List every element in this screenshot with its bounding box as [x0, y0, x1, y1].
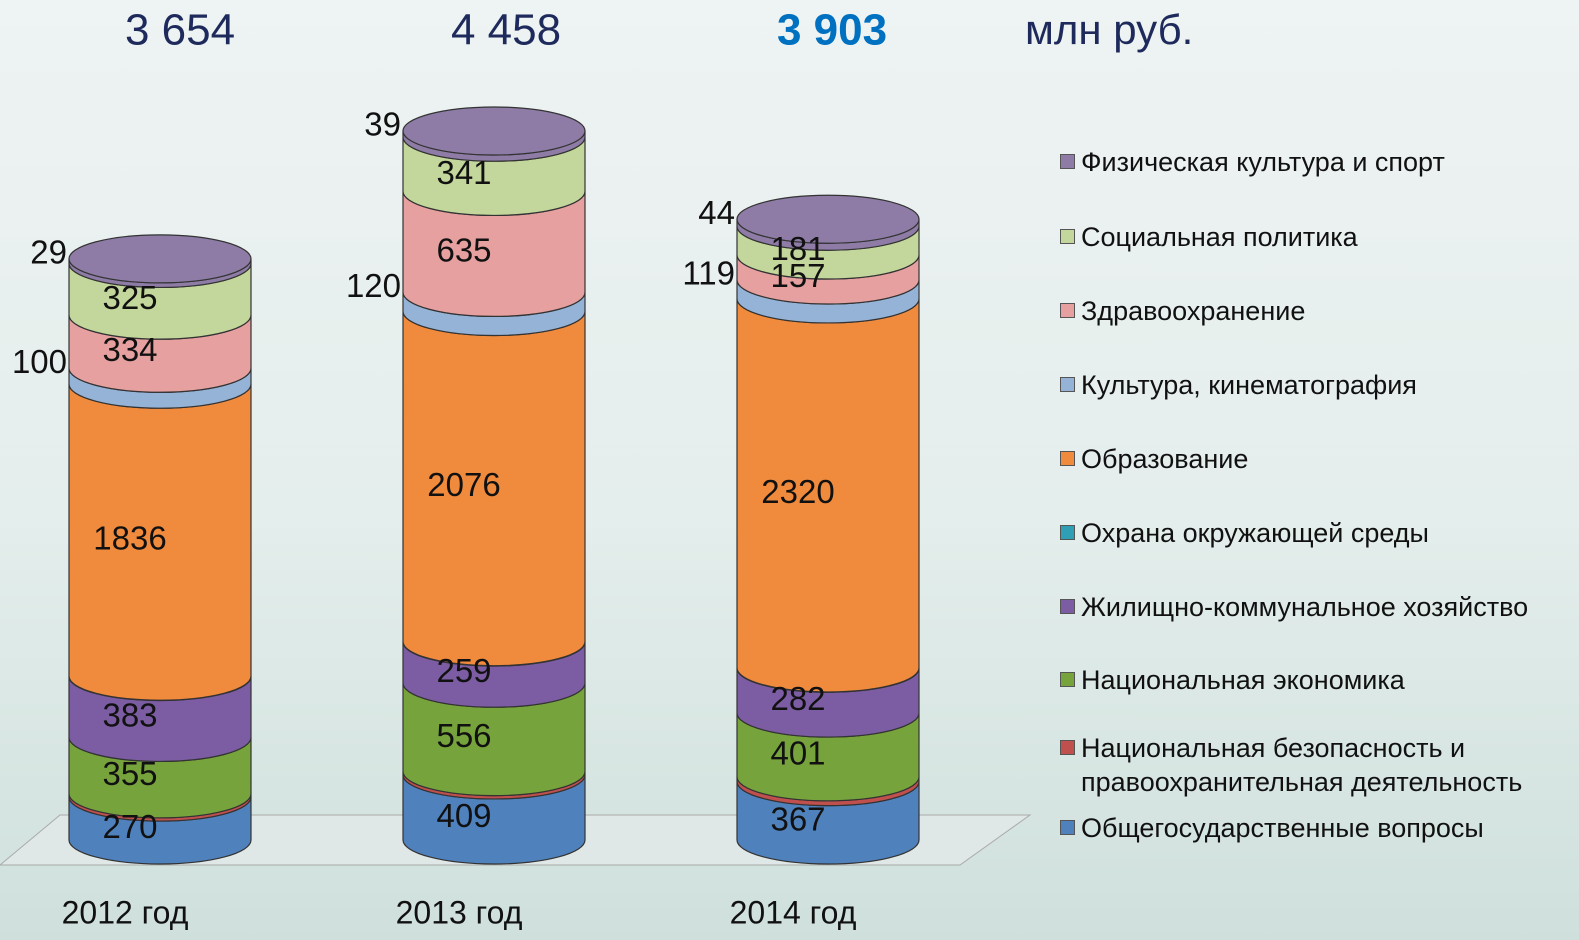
legend-label: Здравоохранение — [1081, 296, 1306, 326]
data-label: 635 — [436, 231, 491, 268]
legend-item: Физическая культура и спорт — [1060, 145, 1570, 179]
data-label: 355 — [102, 755, 157, 792]
legend-swatch — [1060, 229, 1075, 244]
legend-swatch — [1060, 525, 1075, 540]
cylinder-top — [68, 234, 252, 284]
legend-swatch — [1060, 672, 1075, 687]
data-label: 383 — [102, 696, 157, 733]
data-label: 120 — [346, 267, 401, 304]
legend-swatch — [1060, 451, 1075, 466]
x-tick-label: 2012 год — [62, 894, 189, 930]
legend-swatch — [1060, 154, 1075, 169]
data-label: 2076 — [427, 466, 500, 503]
unit-label: млн руб. — [1025, 6, 1193, 53]
data-label: 367 — [770, 800, 825, 837]
legend-swatch — [1060, 377, 1075, 392]
data-label: 39 — [364, 106, 401, 143]
data-label: 1836 — [93, 520, 166, 557]
data-label: 270 — [102, 808, 157, 845]
legend-swatch — [1060, 740, 1075, 755]
data-label: 100 — [12, 343, 67, 380]
data-label: 119 — [682, 255, 735, 292]
data-label: 409 — [436, 797, 491, 834]
data-label: 341 — [436, 154, 491, 191]
total-label: 3 903 — [777, 6, 887, 55]
legend-item: Охрана окружающей среды — [1060, 516, 1570, 550]
data-label: 334 — [102, 331, 157, 368]
data-label: 44 — [698, 194, 735, 231]
legend-item: Социальная политика — [1060, 220, 1570, 254]
data-label: 157 — [770, 257, 825, 294]
legend-swatch — [1060, 820, 1075, 835]
cylinder-top — [402, 106, 586, 156]
legend-label: Национальная безопасность и правоохранит… — [1081, 733, 1523, 797]
data-label: 401 — [770, 734, 825, 771]
legend-label: Охрана окружающей среды — [1081, 518, 1429, 548]
data-label: 325 — [102, 279, 157, 316]
data-label: 259 — [436, 652, 491, 689]
legend-item: Национальная экономика — [1060, 663, 1570, 697]
legend-label: Социальная политика — [1081, 222, 1358, 252]
total-label: 3 654 — [125, 6, 235, 55]
data-label: 2320 — [761, 473, 834, 510]
legend-item: Культура, кинематография — [1060, 368, 1570, 402]
legend-item: Общегосударственные вопросы — [1060, 811, 1570, 845]
data-label: 181 — [770, 230, 825, 267]
data-label: 556 — [436, 717, 491, 754]
x-tick-label: 2014 год — [730, 894, 857, 930]
total-label: 4 458 — [451, 6, 561, 55]
legend-swatch — [1060, 303, 1075, 318]
legend-item: Образование — [1060, 442, 1570, 476]
legend-item: Жилищно-коммунальное хозяйство — [1060, 590, 1570, 624]
legend-item: Национальная безопасность и правоохранит… — [1060, 731, 1570, 799]
x-tick-label: 2013 год — [396, 894, 523, 930]
cylinder-top — [736, 194, 920, 244]
legend-label: Общегосударственные вопросы — [1081, 813, 1484, 843]
legend-label: Жилищно-коммунальное хозяйство — [1081, 592, 1529, 622]
legend-label: Национальная экономика — [1081, 665, 1405, 695]
legend-swatch — [1060, 599, 1075, 614]
legend-item: Здравоохранение — [1060, 294, 1570, 328]
data-label: 282 — [770, 680, 825, 717]
legend-label: Образование — [1081, 444, 1249, 474]
data-label: 29 — [30, 234, 67, 271]
legend-label: Культура, кинематография — [1081, 370, 1417, 400]
legend-label: Физическая культура и спорт — [1081, 147, 1445, 177]
